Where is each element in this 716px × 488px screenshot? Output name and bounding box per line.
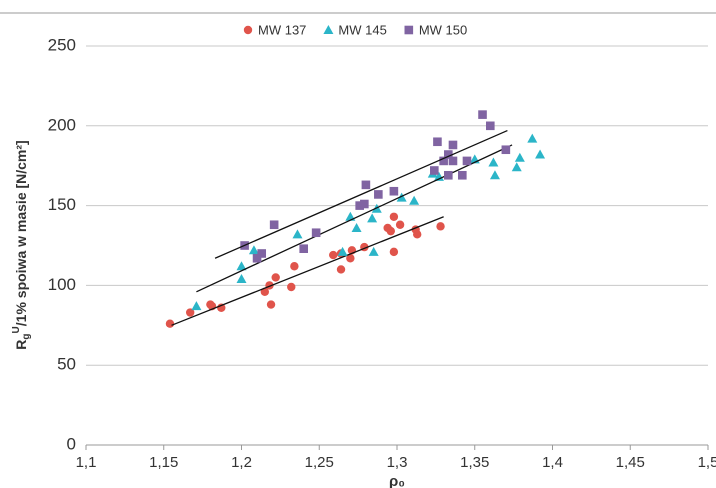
point: [346, 254, 355, 263]
point: [374, 190, 383, 199]
point: [535, 149, 546, 159]
point: [458, 170, 467, 180]
point: [269, 220, 279, 230]
point: [292, 229, 303, 239]
y-tick-label: 200: [48, 115, 76, 134]
point: [337, 246, 348, 256]
point: [501, 145, 511, 155]
point: [489, 170, 500, 180]
point: [351, 222, 362, 232]
point: [311, 228, 321, 238]
point: [355, 201, 364, 210]
x-tick-label: 1,15: [149, 454, 178, 471]
point: [290, 262, 299, 271]
point: [361, 180, 371, 190]
legend-marker: [323, 25, 334, 34]
point: [252, 253, 262, 263]
point: [260, 287, 270, 296]
point: [299, 244, 308, 253]
x-tick-label: 1,1: [76, 454, 97, 471]
y-axis-label: RgU/1% spoiwa w masie [N/cm²]: [11, 140, 32, 349]
point: [436, 222, 445, 231]
point: [236, 274, 247, 284]
trend-line: [196, 144, 513, 293]
point: [448, 140, 458, 150]
point: [439, 156, 448, 166]
point: [448, 156, 458, 166]
point: [413, 230, 422, 239]
y-label-sub: g: [21, 333, 32, 339]
point: [248, 245, 259, 255]
point: [367, 213, 378, 223]
point: [409, 195, 420, 205]
x-tick-label: 1,25: [305, 454, 334, 471]
point: [444, 170, 453, 180]
legend-marker: [243, 25, 253, 35]
x-tick-label: 1,3: [387, 454, 408, 471]
x-tick-label: 1,5: [698, 454, 716, 471]
point: [433, 171, 444, 181]
point: [389, 247, 399, 257]
x-tick-label: 1,45: [616, 454, 645, 471]
point: [527, 133, 538, 143]
point: [488, 157, 499, 167]
point: [360, 199, 369, 209]
trend-line: [171, 216, 444, 326]
legend-label: MW 145: [338, 22, 386, 37]
point: [345, 211, 356, 221]
y-tick-label: 250: [48, 35, 76, 54]
y-tick-label: 0: [67, 434, 76, 453]
point: [165, 319, 175, 328]
point: [430, 166, 439, 175]
y-label-base: R: [13, 340, 29, 350]
point: [386, 226, 395, 236]
point: [271, 273, 280, 282]
point: [287, 282, 296, 292]
point: [191, 301, 202, 311]
point: [257, 249, 267, 258]
x-axis-label: ρ₀: [389, 473, 405, 488]
point: [368, 246, 379, 256]
point: [514, 152, 525, 162]
legend: MW 137 MW 145 MW 150: [243, 22, 467, 37]
y-tick-label: 100: [48, 275, 76, 294]
point: [336, 265, 346, 274]
legend-marker: [404, 25, 414, 35]
point: [329, 250, 338, 260]
x-tick-label: 1,4: [542, 454, 563, 471]
point: [511, 162, 522, 172]
legend-label: MW 150: [419, 22, 467, 37]
point: [396, 192, 407, 202]
legend-label: MW 137: [258, 22, 306, 37]
y-label-sup: U: [11, 326, 22, 333]
point: [389, 186, 399, 196]
point: [433, 137, 442, 147]
trend-line: [214, 129, 508, 259]
point: [389, 212, 399, 221]
y-tick-label: 150: [48, 195, 76, 214]
point: [462, 156, 472, 166]
y-label-rest: /1% spoiwa w masie [N/cm²]: [13, 140, 29, 326]
point: [444, 150, 453, 159]
point: [395, 220, 405, 229]
point: [266, 300, 276, 309]
point: [236, 261, 247, 271]
point: [486, 121, 495, 131]
point: [478, 110, 487, 119]
point: [185, 308, 195, 317]
x-tick-label: 1,2: [231, 454, 252, 471]
x-tick-label: 1,35: [460, 454, 489, 471]
y-tick-label: 50: [57, 355, 76, 374]
